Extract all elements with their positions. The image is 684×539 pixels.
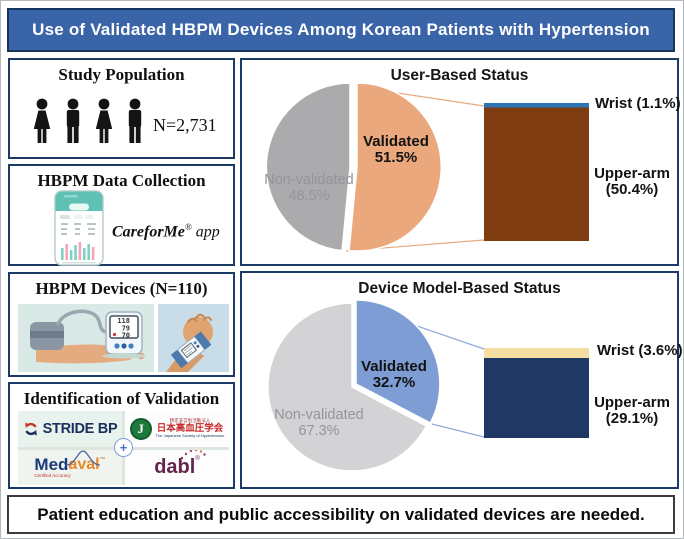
user-based-chart	[265, 82, 589, 252]
footer-banner: Patient education and public accessibili…	[7, 495, 675, 534]
dabl-label: dabl	[154, 455, 196, 478]
devices-title: HBPM Devices (N=110)	[35, 279, 208, 298]
medaval-tm: ™	[99, 457, 106, 463]
device-model-title: Device Model-Based Status	[358, 280, 561, 297]
jsh-npo-label: 特定非営利活動法人	[169, 418, 211, 424]
pie-slice-validated	[355, 299, 441, 424]
monitor-systolic: 118	[117, 317, 130, 325]
man-icon	[66, 98, 80, 143]
jsh-name-label: 日本高血圧学会	[156, 423, 224, 435]
jsh-english-label: The Japanese Society of Hypertension	[155, 433, 225, 438]
dabl-dots-icon	[180, 449, 206, 459]
page-title: Use of Validated HBPM Devices Among Kore…	[32, 20, 650, 39]
validated-label: Validated 32.7%	[361, 358, 427, 391]
dabl-reg: ®	[195, 455, 200, 462]
pie-slice-validated	[348, 82, 442, 252]
medaval-subtitle: Certified Accuracy	[34, 473, 71, 478]
stride-bp-logo: STRIDE BP	[18, 411, 122, 447]
conclusion-text: Patient education and public accessibili…	[37, 504, 645, 524]
nonvalidated-label: Non-validated 67.3%	[274, 407, 364, 439]
stride-bp-icon	[24, 422, 37, 436]
monitor-pulse: 70	[122, 332, 130, 340]
plus-icon: +	[114, 438, 133, 457]
device-model-chart	[267, 299, 589, 472]
medaval-logo: Med aval™ Certified Accuracy	[18, 449, 122, 485]
registered-mark: ®	[184, 222, 192, 232]
bar-segment-upper-arm	[484, 107, 589, 241]
panel-device-model-status: Device Model-Based Status Validated 32.7…	[240, 271, 683, 489]
jsh-badge-icon: J	[129, 417, 152, 440]
bar-segment-upper-arm	[484, 358, 589, 438]
panel-study-population: Study Population	[8, 58, 235, 159]
stride-bp-label: STRIDE BP	[42, 420, 118, 437]
dabl-logo: dabl®	[125, 449, 229, 485]
title-banner: Use of Validated HBPM Devices Among Kore…	[7, 8, 675, 52]
pie-slice-nonvalidated	[267, 302, 428, 472]
upper-arm-device-image: 118 79 70	[18, 304, 154, 372]
panel-hbpm-devices: HBPM Devices (N=110) 118 79 70	[8, 272, 235, 377]
man-icon	[128, 98, 142, 143]
bar-segment-wrist	[484, 103, 589, 108]
pie-slice-nonvalidated	[265, 82, 351, 252]
jsh-initial: J	[137, 420, 144, 436]
validated-label: Validated 51.5%	[363, 133, 429, 166]
woman-icon	[95, 98, 113, 143]
upper-arm-bar-label: Upper-arm (50.4%)	[594, 165, 670, 198]
smartphone-app-icon	[54, 190, 104, 266]
panel-validation: Identification of Validation STRIDE BP J…	[8, 382, 235, 489]
jsh-logo: J 特定非営利活動法人 日本高血圧学会 The Japanese Society…	[125, 411, 229, 447]
mini-bar-chart	[61, 242, 95, 260]
monitor-diastolic: 79	[122, 325, 130, 333]
app-name-label: CareforMe® app	[112, 222, 220, 241]
app-word: app	[191, 223, 220, 241]
nonvalidated-label: Non-validated 48.5%	[264, 172, 354, 204]
upper-arm-bar-label: Upper-arm (29.1%)	[594, 394, 670, 427]
leader-line-bottom	[431, 423, 485, 438]
medaval-med-label: Med	[34, 455, 69, 474]
panel-user-based-status: User-Based Status Validated 51.5% Non-va…	[240, 58, 681, 266]
panel-data-collection: HBPM Data Collection	[8, 164, 235, 266]
sample-size-label: N=2,731	[153, 115, 217, 135]
woman-icon	[33, 98, 51, 143]
data-collection-title: HBPM Data Collection	[37, 171, 206, 190]
wrist-bar-label: Wrist (1.1%)	[595, 95, 681, 112]
wrist-bar-label: Wrist (3.6%)	[597, 342, 683, 359]
devices-illustration: 118 79 70	[18, 304, 229, 372]
bar-segment-wrist	[484, 348, 589, 358]
wrist-device-image	[158, 304, 229, 372]
people-icons	[33, 98, 142, 143]
validation-title: Identification of Validation	[23, 389, 220, 408]
study-population-title: Study Population	[58, 65, 185, 84]
app-name: CareforMe	[112, 223, 185, 241]
medaval-aval-label: aval™	[66, 450, 106, 473]
medaval-curve-icon	[66, 450, 101, 466]
user-based-title: User-Based Status	[390, 67, 529, 84]
